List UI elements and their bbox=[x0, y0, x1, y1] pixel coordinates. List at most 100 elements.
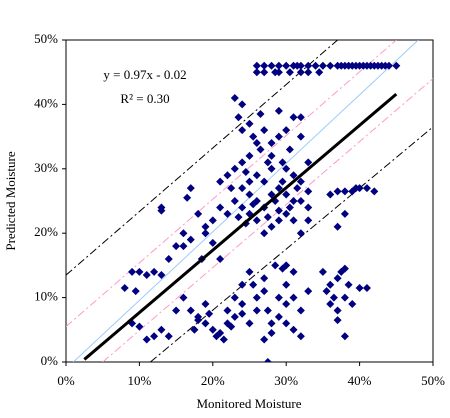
point bbox=[344, 280, 353, 289]
point bbox=[296, 332, 305, 341]
point bbox=[256, 145, 265, 154]
point bbox=[296, 177, 305, 186]
point bbox=[282, 319, 291, 328]
point bbox=[172, 306, 181, 315]
point bbox=[271, 261, 280, 270]
point bbox=[234, 213, 243, 222]
x-tick-label: 20% bbox=[201, 373, 225, 388]
point bbox=[282, 209, 291, 218]
point bbox=[245, 151, 254, 160]
point bbox=[274, 293, 283, 302]
point bbox=[267, 139, 276, 148]
point bbox=[252, 171, 261, 180]
x-axis-label: Monitored Moisture bbox=[196, 396, 301, 411]
point bbox=[296, 132, 305, 141]
point bbox=[230, 312, 239, 321]
point bbox=[318, 267, 327, 276]
point bbox=[333, 274, 342, 283]
point bbox=[274, 184, 283, 193]
point bbox=[267, 61, 276, 70]
point bbox=[274, 106, 283, 115]
reference-line bbox=[72, 40, 419, 362]
point bbox=[216, 177, 225, 186]
point bbox=[245, 267, 254, 276]
point bbox=[296, 197, 305, 205]
point bbox=[128, 267, 137, 276]
point bbox=[208, 325, 217, 334]
point bbox=[340, 209, 349, 218]
point bbox=[186, 235, 195, 244]
point bbox=[315, 68, 324, 77]
point bbox=[238, 126, 247, 135]
point bbox=[274, 312, 283, 321]
point bbox=[205, 309, 214, 318]
point bbox=[201, 300, 210, 309]
point bbox=[274, 206, 283, 215]
point bbox=[355, 283, 364, 292]
reference-line bbox=[66, 40, 397, 327]
point bbox=[150, 267, 159, 276]
point bbox=[238, 158, 247, 167]
point bbox=[274, 216, 283, 225]
reference-line bbox=[83, 92, 398, 361]
point bbox=[142, 271, 151, 280]
point bbox=[260, 229, 269, 238]
point bbox=[326, 280, 335, 289]
point bbox=[260, 126, 269, 135]
point bbox=[282, 126, 291, 135]
point bbox=[179, 229, 188, 238]
point bbox=[392, 61, 401, 70]
point bbox=[267, 319, 276, 328]
y-tick-label: 20% bbox=[34, 224, 58, 239]
point bbox=[157, 325, 166, 334]
point bbox=[212, 332, 221, 341]
point bbox=[208, 216, 217, 225]
point bbox=[201, 222, 210, 231]
point bbox=[304, 68, 313, 77]
point bbox=[278, 177, 287, 186]
point bbox=[157, 271, 166, 280]
point bbox=[289, 216, 298, 225]
plot-area bbox=[65, 39, 434, 363]
point bbox=[267, 151, 276, 160]
point bbox=[296, 113, 305, 122]
point bbox=[340, 293, 349, 302]
point bbox=[296, 306, 305, 315]
x-tick-label: 10% bbox=[127, 373, 151, 388]
point bbox=[230, 164, 239, 173]
point bbox=[194, 316, 203, 325]
point bbox=[282, 164, 291, 173]
point bbox=[131, 287, 140, 296]
point bbox=[384, 61, 393, 70]
point bbox=[362, 184, 371, 193]
point bbox=[164, 254, 173, 263]
point bbox=[142, 335, 151, 344]
y-axis-label: Predicted Moisture bbox=[3, 151, 18, 251]
point bbox=[326, 300, 335, 309]
point bbox=[260, 274, 269, 283]
point bbox=[260, 287, 269, 296]
point bbox=[249, 280, 258, 289]
point bbox=[296, 61, 305, 70]
point bbox=[201, 319, 210, 328]
point bbox=[252, 61, 261, 70]
point bbox=[208, 238, 217, 247]
point bbox=[172, 242, 181, 251]
point bbox=[340, 264, 349, 273]
y-tick-label: 40% bbox=[34, 95, 58, 110]
point bbox=[304, 203, 313, 212]
point bbox=[296, 229, 305, 238]
point bbox=[340, 187, 349, 196]
point bbox=[230, 93, 239, 102]
point bbox=[263, 306, 272, 315]
point bbox=[252, 139, 261, 148]
point bbox=[282, 280, 291, 289]
point bbox=[245, 119, 254, 128]
point bbox=[260, 335, 269, 344]
point bbox=[348, 300, 357, 309]
y-tick-label: 30% bbox=[34, 160, 58, 175]
point bbox=[263, 213, 272, 222]
point bbox=[183, 193, 192, 202]
point bbox=[186, 306, 195, 315]
